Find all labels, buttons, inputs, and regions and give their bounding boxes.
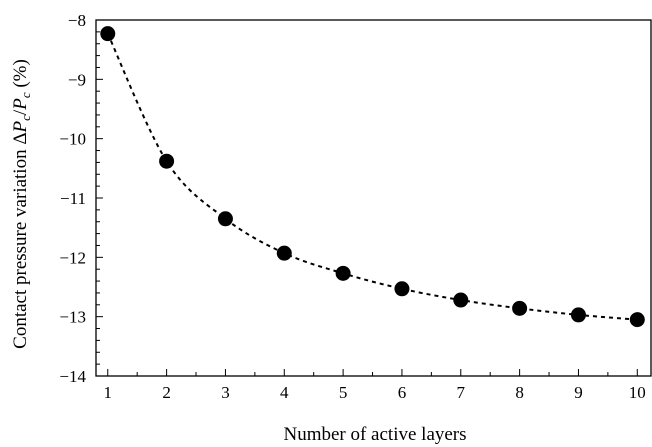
- y-title-p1: P: [10, 120, 31, 133]
- y-title-p2: P: [10, 98, 31, 111]
- data-point: [512, 300, 528, 316]
- y-tick-label: −10: [59, 130, 86, 149]
- data-point: [217, 211, 233, 227]
- x-tick-label: 1: [104, 383, 113, 402]
- x-tick-label: 10: [629, 383, 646, 402]
- x-tick-label: 9: [574, 383, 583, 402]
- x-tick-label: 3: [221, 383, 230, 402]
- x-tick-label: 7: [457, 383, 466, 402]
- data-point: [629, 312, 645, 328]
- data-point: [159, 153, 175, 169]
- y-tick-label: −11: [60, 189, 86, 208]
- y-tick-label: −13: [59, 308, 86, 327]
- plot-frame: [95, 19, 652, 377]
- y-title-s1: c: [18, 115, 33, 121]
- x-tick-label: 2: [162, 383, 171, 402]
- x-tick-label: 4: [280, 383, 289, 402]
- y-tick-label: −14: [59, 367, 86, 386]
- x-axis-title: Number of active layers: [283, 424, 466, 445]
- x-tick-label: 8: [515, 383, 524, 402]
- y-title-slash: /: [10, 109, 31, 115]
- y-title-prefix: Contact pressure variation Δ: [10, 132, 31, 348]
- y-axis-title: Contact pressure variation ΔPc/Pc (%): [10, 59, 33, 349]
- data-point: [570, 307, 586, 323]
- data-point: [453, 292, 469, 308]
- fit-curve: [106, 33, 638, 321]
- y-tick-label: −8: [68, 11, 86, 30]
- ticks-layer: 1 2 3 4 5 6 7 8 9 10 −8 −9 −10 −11 −12 −13 −14: [59, 11, 645, 402]
- y-title-unit: (%): [10, 59, 31, 92]
- y-title-s2: c: [18, 92, 33, 98]
- points-layer: [100, 26, 645, 328]
- y-tick-label: −12: [59, 248, 86, 267]
- x-tick-label: 6: [398, 383, 407, 402]
- data-point: [394, 281, 410, 297]
- data-point: [276, 245, 292, 261]
- y-tick-label: −9: [68, 70, 86, 89]
- x-tick-label: 5: [339, 383, 348, 402]
- data-point: [335, 265, 351, 281]
- data-point: [100, 26, 116, 42]
